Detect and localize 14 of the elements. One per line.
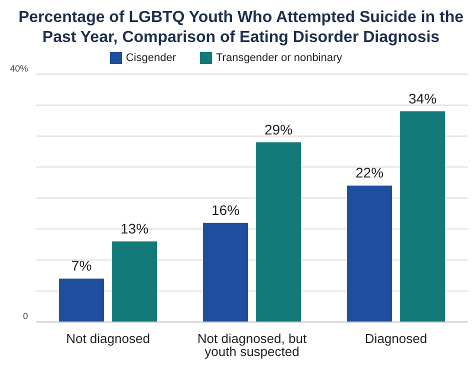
- data-label: 16%: [212, 202, 240, 218]
- data-label: 29%: [264, 121, 293, 138]
- data-label: 22%: [356, 164, 384, 181]
- data-label: 34%: [408, 90, 437, 106]
- y-tick-label: 0: [22, 311, 28, 322]
- y-tick-label: 40%: [10, 63, 28, 74]
- data-label: 7%: [71, 258, 92, 274]
- legend-label: Transgender or nonbinary: [216, 52, 342, 64]
- x-tick-label: Not diagnosed: [66, 331, 150, 346]
- x-tick-label: Not diagnosed, but youth suspected: [197, 331, 307, 360]
- chart-title: Percentage of LGBTQ Youth Who Attempted Suicide in the Past Year, Comparison of Eating Disorder Diagnosis: [17, 8, 465, 48]
- legend-label: Cisgender: [126, 52, 176, 64]
- x-tick-label: Diagnosed: [364, 331, 428, 346]
- data-label: 13%: [120, 220, 149, 236]
